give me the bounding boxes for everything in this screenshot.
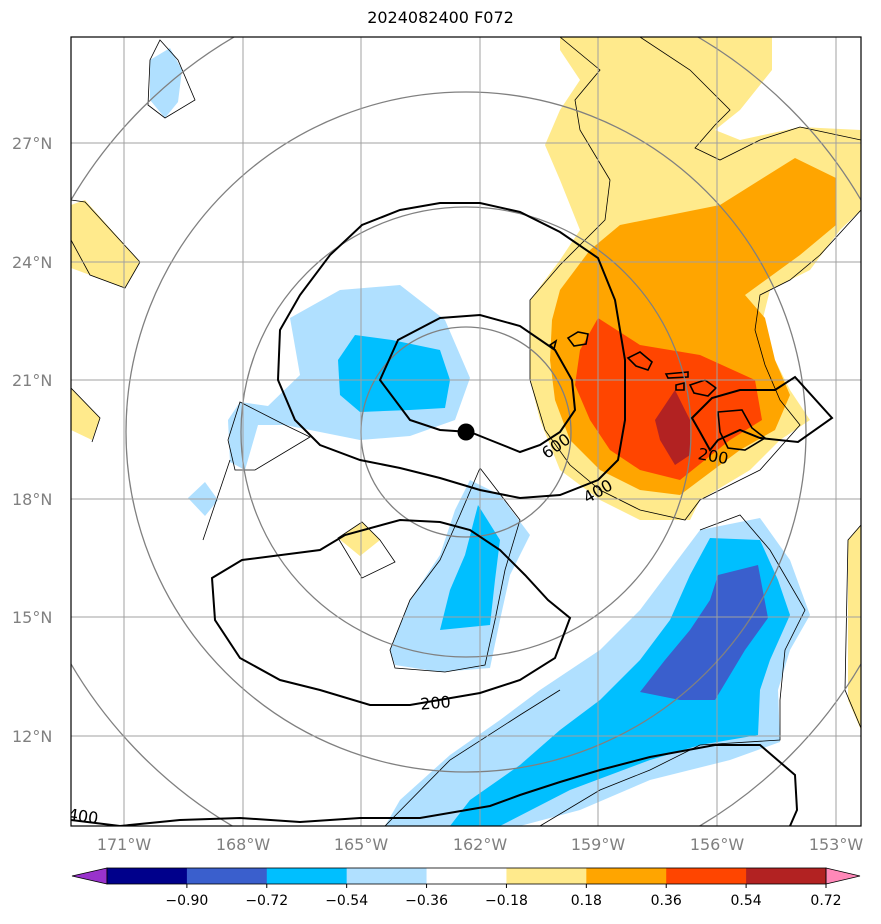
colorbar-segment xyxy=(746,868,827,884)
colorbar-segment xyxy=(426,868,507,884)
positive-shade-darkred xyxy=(655,390,690,465)
thick-contours xyxy=(71,202,834,826)
negative-shade-north xyxy=(150,48,182,118)
colorbar-segment xyxy=(186,868,268,884)
colorbar-segment xyxy=(586,868,667,884)
contour-200-south xyxy=(210,518,572,706)
colorbar-tick-label: −0.90 xyxy=(165,893,208,909)
positive-shade-west xyxy=(71,200,140,288)
colorbar-tick-label: 0.36 xyxy=(651,893,682,909)
negative-shade-mid-central xyxy=(338,335,450,412)
colorbar-extension-low xyxy=(71,867,108,885)
shade-outlines xyxy=(71,37,861,826)
map-content: 600 400 200 200 400 xyxy=(67,37,861,828)
lat-label-12n: 12°N xyxy=(12,727,52,746)
island-maui xyxy=(688,379,718,397)
positive-shade-west-edge xyxy=(71,388,100,440)
colorbar-tick-label: −0.54 xyxy=(325,893,368,909)
colorbar-segment xyxy=(506,868,587,884)
colorbar-tick-label: 0.54 xyxy=(731,893,762,909)
contour-label-200-south: 200 xyxy=(419,692,451,714)
positive-shade-east-edge xyxy=(848,525,861,730)
island-lanai xyxy=(675,381,685,391)
contour-400 xyxy=(276,202,626,500)
contour-600 xyxy=(378,313,577,454)
colorbar: −0.90 −0.72 −0.54 −0.36 −0.18 0.18 0.36 0.54 0.7… xyxy=(71,867,861,909)
positive-shade-small xyxy=(338,522,380,556)
gridlines xyxy=(71,37,861,826)
lat-label-24n: 24°N xyxy=(12,253,52,272)
contour-200-east xyxy=(690,375,834,452)
contour-label-400-south: 400 xyxy=(67,805,100,828)
colorbar-tick-label: −0.36 xyxy=(405,893,448,909)
range-rings xyxy=(71,37,861,826)
lon-label-168w: 168°W xyxy=(216,835,271,854)
colorbar-segment xyxy=(666,868,747,884)
lat-label-21n: 21°N xyxy=(12,371,52,390)
lon-label-162w: 162°W xyxy=(453,835,508,854)
map-frame xyxy=(70,36,862,827)
colorbar-tick-label: 0.18 xyxy=(571,893,602,909)
lon-label-159w: 159°W xyxy=(571,835,626,854)
storm-center-dot xyxy=(457,423,475,441)
longitude-labels: 171°W 168°W 165°W 162°W 159°W 156°W 153°… xyxy=(97,835,864,854)
lon-label-171w: 171°W xyxy=(97,835,152,854)
negative-shade-mid-south xyxy=(440,505,500,630)
island-oahu xyxy=(626,351,653,371)
colorbar-extension-high xyxy=(825,867,861,885)
contour-400-south xyxy=(71,744,799,826)
colorbar-segment xyxy=(346,868,428,884)
lat-label-18n: 18°N xyxy=(12,490,52,509)
lon-label-153w: 153°W xyxy=(809,835,864,854)
island-bigisland xyxy=(717,409,767,451)
map-title: 2024082400 F072 xyxy=(367,8,514,27)
lon-label-165w: 165°W xyxy=(334,835,389,854)
colorbar-tick-label: 0.72 xyxy=(810,893,841,909)
colorbar-segment xyxy=(107,868,188,884)
colorbar-tick-label: −0.72 xyxy=(245,893,288,909)
island-kauai xyxy=(566,331,589,347)
lat-label-27n: 27°N xyxy=(12,134,52,153)
colorbar-frame xyxy=(106,867,827,885)
island-molokai xyxy=(664,371,689,379)
latitude-labels: 27°N 24°N 21°N 18°N 15°N 12°N xyxy=(12,134,52,746)
lat-label-15n: 15°N xyxy=(12,608,52,627)
colorbar-tick-label: −0.18 xyxy=(485,893,528,909)
negative-shade-dark xyxy=(640,565,768,700)
colorbar-segment xyxy=(266,868,348,884)
lon-label-156w: 156°W xyxy=(690,835,745,854)
